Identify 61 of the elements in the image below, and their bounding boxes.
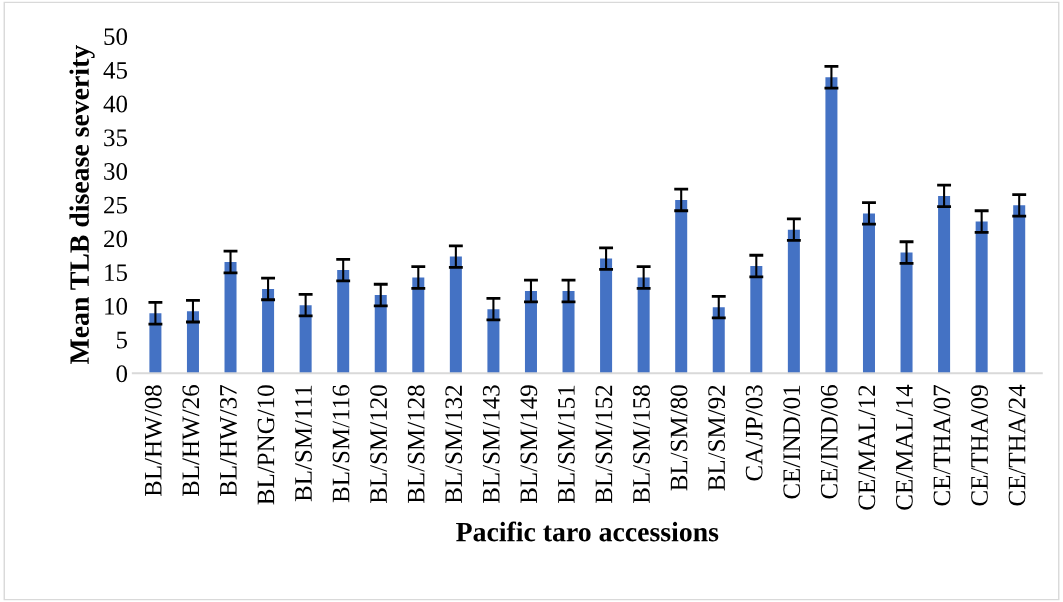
y-axis-title: Mean TLB disease severity bbox=[69, 45, 95, 365]
x-tick-label: BL/SM/151 bbox=[557, 385, 575, 504]
x-tick-label: CE/MAL/14 bbox=[895, 384, 913, 510]
y-tick-label: 20 bbox=[104, 230, 128, 248]
bar bbox=[1013, 205, 1026, 374]
y-tick-label: 0 bbox=[116, 365, 128, 383]
x-tick-label: BL/SM/128 bbox=[407, 385, 425, 504]
bar bbox=[637, 277, 650, 374]
bar bbox=[825, 77, 838, 374]
bar bbox=[975, 221, 988, 374]
x-tick-label: BL/SM/149 bbox=[520, 385, 538, 504]
bar bbox=[449, 256, 462, 374]
x-tick-label: CA/JP/03 bbox=[745, 385, 763, 481]
x-tick-label: BL/SM/92 bbox=[708, 385, 726, 491]
bar bbox=[787, 229, 800, 374]
bar bbox=[900, 252, 913, 374]
x-tick-label: CE/THA/09 bbox=[971, 385, 988, 506]
bar bbox=[186, 311, 199, 374]
x-tick-label: BL/SM/120 bbox=[370, 385, 388, 504]
x-tick-label: BL/HW/37 bbox=[219, 385, 237, 497]
x-tick-label: BL/SM/116 bbox=[332, 385, 350, 503]
bar bbox=[487, 309, 500, 374]
y-tick-label: 25 bbox=[104, 196, 128, 214]
bar bbox=[600, 258, 613, 374]
x-tick-label: BL/HW/26 bbox=[182, 385, 200, 497]
x-tick-label: BL/SM/132 bbox=[445, 385, 463, 504]
y-tick-label: 10 bbox=[105, 297, 128, 315]
y-tick-label: 15 bbox=[105, 264, 128, 282]
bar bbox=[524, 290, 537, 374]
x-tick-label: BL/SM/158 bbox=[633, 385, 650, 504]
bar bbox=[374, 295, 387, 374]
bar bbox=[712, 307, 725, 374]
x-tick-label: CE/MAL/12 bbox=[858, 385, 876, 510]
x-tick-label: BL/HW/08 bbox=[144, 385, 162, 497]
x-axis-title: Pacific taro accessions bbox=[456, 521, 719, 542]
bar bbox=[562, 290, 575, 374]
bar bbox=[412, 277, 425, 374]
y-tick-label: 5 bbox=[116, 331, 128, 349]
bar bbox=[675, 199, 688, 374]
x-tick-label: BL/SM/80 bbox=[670, 385, 688, 491]
bar bbox=[337, 270, 350, 374]
bar bbox=[299, 305, 312, 374]
y-tick-label: 35 bbox=[104, 129, 128, 147]
x-tick-label: BL/PNG/10 bbox=[257, 385, 275, 505]
bar bbox=[224, 261, 237, 374]
x-tick-label: BL/SM/143 bbox=[482, 385, 500, 504]
bar bbox=[262, 288, 275, 374]
x-tick-label: BL/SM/111 bbox=[295, 385, 312, 502]
x-tick-label: BL/SM/152 bbox=[595, 385, 613, 504]
x-tick-label: CE/IND/06 bbox=[820, 385, 838, 499]
x-tick-label: CE/THA/07 bbox=[933, 385, 951, 506]
x-tick-label: CE/IND/01 bbox=[783, 385, 801, 499]
bar bbox=[149, 313, 162, 374]
y-tick-label: 45 bbox=[103, 62, 128, 79]
y-tick-label: 50 bbox=[104, 28, 128, 46]
y-tick-label: 30 bbox=[104, 163, 128, 180]
x-tick-label: CE/THA/24 bbox=[1008, 384, 1026, 506]
y-tick-label: 40 bbox=[103, 95, 128, 113]
bar bbox=[862, 213, 875, 374]
bar bbox=[750, 266, 763, 374]
bar bbox=[938, 195, 951, 374]
